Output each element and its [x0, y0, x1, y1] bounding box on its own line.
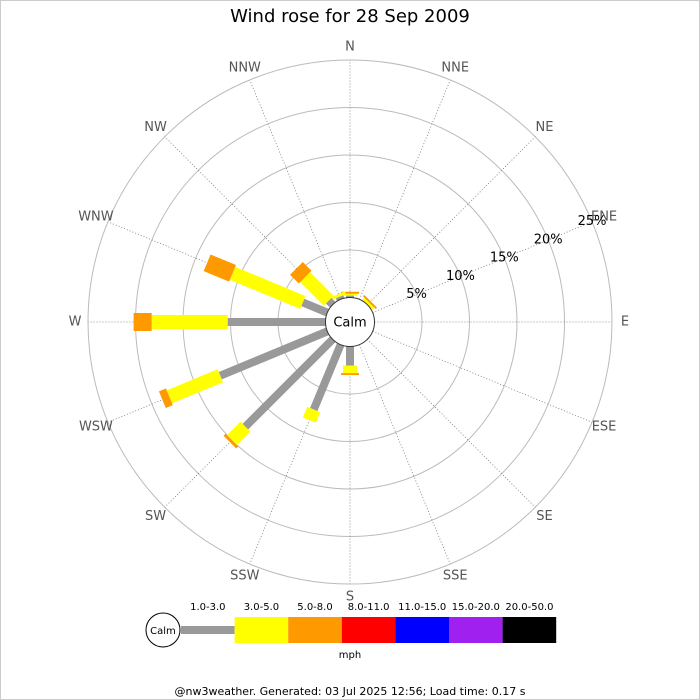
- wind-bar: [346, 346, 354, 366]
- legend-label: 5.0-8.0: [297, 602, 332, 613]
- ring-label: 25%: [578, 214, 607, 229]
- wind-bar: [362, 294, 378, 310]
- direction-label: SW: [145, 509, 166, 524]
- calm-circle: [325, 297, 375, 347]
- wind-bar: [331, 291, 346, 300]
- wind-bar: [290, 262, 312, 284]
- wind-bar: [310, 343, 345, 412]
- legend-swatch: [449, 617, 503, 643]
- ring-label: 20%: [534, 232, 563, 247]
- calm-label: Calm: [333, 316, 366, 331]
- ring-label: 15%: [490, 251, 519, 266]
- spoke: [372, 221, 593, 313]
- wind-bar: [301, 298, 329, 317]
- direction-label: SSE: [443, 569, 468, 584]
- direction-label: N: [345, 40, 355, 55]
- wind-bar: [298, 415, 321, 425]
- wind-bar: [227, 318, 326, 326]
- wind-bar: [325, 297, 336, 308]
- wind-bar: [343, 293, 357, 296]
- legend-label: 15.0-20.0: [452, 602, 500, 613]
- spoke: [359, 79, 451, 300]
- legend-swatch: [288, 617, 342, 643]
- wind-bar: [133, 313, 152, 331]
- spoke: [359, 344, 451, 565]
- wind-bar: [158, 388, 173, 409]
- direction-label: NNW: [229, 60, 261, 75]
- chart-title: Wind rose for 28 Sep 2009: [230, 6, 470, 27]
- direction-label: S: [346, 590, 354, 605]
- legend-swatch: [341, 617, 396, 643]
- direction-label: NW: [144, 120, 167, 135]
- direction-label: W: [69, 315, 82, 330]
- wind-bar: [223, 433, 239, 449]
- spoke: [367, 339, 536, 508]
- direction-label: WSW: [79, 420, 113, 435]
- legend-swatch: [181, 626, 235, 634]
- legend-swatch: [502, 617, 557, 643]
- direction-label: E: [621, 315, 629, 330]
- footer: @nw3weather. Generated: 03 Jul 2025 12:5…: [175, 685, 526, 698]
- legend-label: 8.0-11.0: [348, 602, 390, 613]
- wind-bar: [300, 272, 334, 306]
- direction-label: NNE: [441, 60, 469, 75]
- spoke: [249, 79, 341, 300]
- legend-label: 3.0-5.0: [244, 602, 279, 613]
- wind-bar: [242, 336, 336, 430]
- spoke: [372, 331, 593, 423]
- direction-label: WNW: [78, 209, 114, 224]
- ring-label: 5%: [406, 287, 427, 302]
- wind-bar: [346, 295, 354, 298]
- wind-bar: [341, 373, 359, 375]
- direction-label: SE: [536, 509, 552, 524]
- wind-bar: [226, 421, 251, 446]
- direction-label: SSW: [230, 569, 260, 584]
- legend-label: 1.0-3.0: [190, 602, 225, 613]
- spoke: [367, 136, 536, 305]
- legend-calm-circle: [145, 612, 181, 648]
- wind-bar: [343, 365, 357, 374]
- legend-swatch: [395, 617, 449, 643]
- wind-bar: [335, 295, 345, 301]
- wind-bar: [203, 254, 237, 282]
- direction-label: ESE: [592, 420, 617, 435]
- legend-label: 11.0-15.0: [398, 602, 446, 613]
- legend-swatch: [234, 617, 289, 643]
- wind-bar: [362, 297, 375, 310]
- wind-bar: [151, 315, 228, 329]
- unit-label: mph: [339, 650, 361, 661]
- wind-bar: [166, 369, 223, 404]
- direction-label: NE: [535, 120, 553, 135]
- wind-bar: [218, 327, 329, 380]
- wind-bar: [302, 406, 321, 423]
- wind-bar: [229, 266, 306, 309]
- legend-calm-label: Calm: [150, 626, 176, 637]
- direction-label: ENE: [591, 209, 617, 224]
- ring-label: 10%: [446, 269, 475, 284]
- legend-label: 20.0-50.0: [505, 602, 553, 613]
